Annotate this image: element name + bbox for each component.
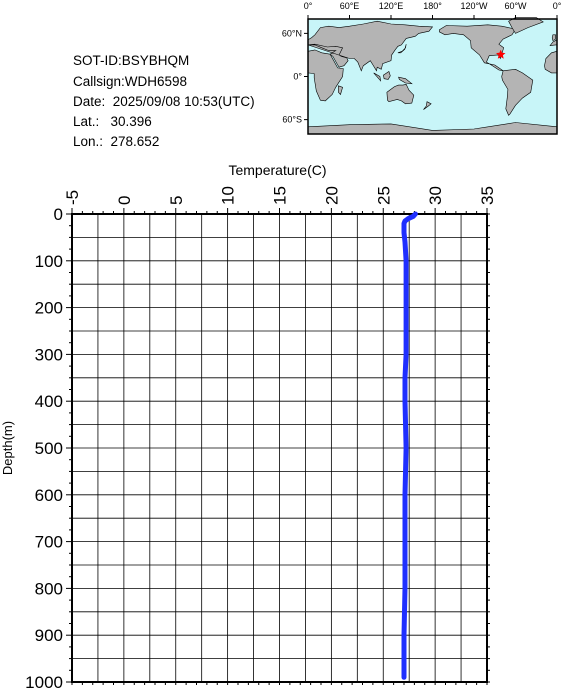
x-tick-label: 15 <box>271 186 290 205</box>
y-tick-label: 800 <box>35 579 63 598</box>
date-label: Date: 2025/09/08 10:53(UTC) <box>73 94 255 109</box>
latitude-label: Lat.: 30.396 <box>73 114 152 129</box>
x-tick-label: 20 <box>322 186 341 205</box>
map-lon-label: 0° <box>553 1 562 11</box>
map-landmass <box>383 71 391 80</box>
x-tick-label: 5 <box>167 196 186 205</box>
map-landmass <box>508 17 544 34</box>
x-tick-label: -5 <box>63 190 82 205</box>
sot-id-label: SOT-ID:BSYBHQM <box>73 53 190 68</box>
map-landmass <box>397 44 407 54</box>
map-landmass <box>386 84 415 105</box>
y-tick-label: 1000 <box>25 673 63 690</box>
x-tick-label: 0 <box>115 196 134 205</box>
map-lat-label: 60°S <box>282 115 302 125</box>
map-landmass <box>551 34 556 42</box>
x-tick-label: 35 <box>478 186 497 205</box>
map-lat-label: 0° <box>293 72 302 82</box>
map-lon-label: 180° <box>423 1 442 11</box>
map-lon-label: 120°W <box>460 1 488 11</box>
map-landmass <box>398 76 413 85</box>
y-tick-label: 100 <box>35 252 63 271</box>
y-tick-label: 400 <box>35 392 63 411</box>
map-landmass <box>423 101 432 110</box>
map-landmass <box>501 68 534 116</box>
y-tick-label: 900 <box>35 626 63 645</box>
map-landmass <box>307 49 344 102</box>
y-axis-title: Depth(m) <box>0 421 15 475</box>
map-landmass <box>439 24 516 72</box>
location-marker-star <box>496 49 506 59</box>
map-lat-label: 60°N <box>282 28 302 38</box>
map-lon-label: 60°W <box>504 1 527 11</box>
y-tick-label: 500 <box>35 439 63 458</box>
y-tick-label: 700 <box>35 533 63 552</box>
x-axis-title: Temperature(C) <box>228 162 326 178</box>
map-lon-label: 120°E <box>379 1 404 11</box>
y-tick-label: 0 <box>54 205 63 224</box>
longitude-label: Lon.: 278.652 <box>73 134 160 149</box>
map-landmass <box>373 72 382 82</box>
x-tick-label: 10 <box>219 186 238 205</box>
x-tick-label: 25 <box>374 186 393 205</box>
map-lon-label: 60°E <box>340 1 360 11</box>
map-lon-label: 0° <box>304 1 313 11</box>
y-tick-label: 600 <box>35 486 63 505</box>
temperature-profile-line <box>401 211 418 680</box>
y-tick-label: 200 <box>35 299 63 318</box>
map-landmass <box>307 20 434 72</box>
y-tick-label: 300 <box>35 345 63 364</box>
map-landmass <box>338 85 343 96</box>
callsign-label: Callsign:WDH6598 <box>73 74 188 89</box>
x-tick-label: 30 <box>426 186 445 205</box>
